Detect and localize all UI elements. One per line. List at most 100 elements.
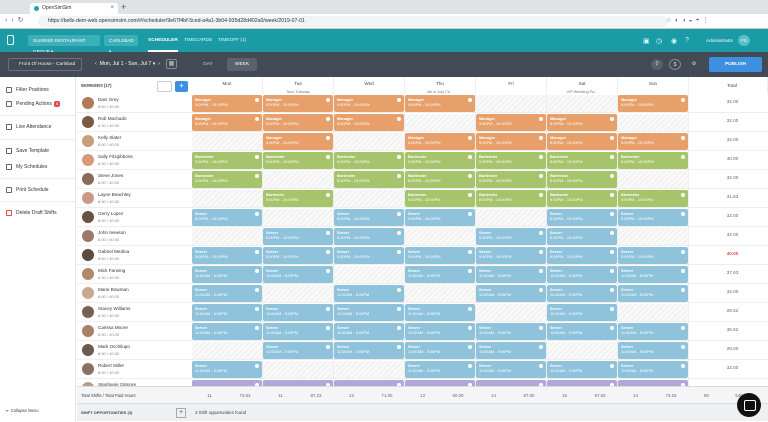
shift-block[interactable]: Server 11:00AM - 5:00PM [263,323,333,340]
empty-shift-cell[interactable] [192,228,262,245]
new-tab-icon[interactable]: + [121,2,127,12]
add-worker-button[interactable]: + [175,81,188,92]
shift-block[interactable]: Server 5:00PM - 10:00PM [476,228,546,245]
shift-block[interactable]: Server 11:00AM - 5:00PM [334,342,404,359]
shift-block[interactable]: Bartender 5:00PM - 10:00PM [405,171,475,188]
shift-block[interactable]: Manager 5:00PM - 10:00PM [476,133,546,150]
shift-block[interactable]: Server 5:00PM - 10:00PM [334,228,404,245]
worker-name[interactable]: Steve Jones [98,173,124,178]
business-dropdown[interactable]: SUNRISE RESTAURANT GROUP ▾ [28,35,100,54]
avatar[interactable] [82,154,94,166]
worker-name[interactable]: Kelly Slater [98,135,122,140]
empty-shift-cell[interactable] [618,114,688,131]
day-header-2[interactable]: Wed [334,77,405,94]
empty-shift-cell[interactable] [192,342,262,359]
shift-block[interactable]: Server 5:00PM - 10:00PM [263,247,333,264]
shift-block[interactable]: Server 5:00PM - 10:00PM [547,247,617,264]
empty-shift-cell[interactable] [476,304,546,321]
shift-block[interactable]: Server 11:00AM - 5:00PM [618,361,688,378]
shift-block[interactable]: Server 11:00AM - 5:00PM [263,266,333,283]
day-header-3[interactable]: Thu 4th of July Ce... [405,77,476,94]
print-schedule-item[interactable]: Print Schedule [6,185,49,195]
nav-scheduler[interactable]: SCHEDULER [148,35,178,52]
shift-block[interactable]: Bartender 5:00PM - 10:00PM [405,152,475,169]
avatar[interactable] [82,306,94,318]
shift-block[interactable]: Bartender 5:00PM - 10:00PM [405,190,475,207]
app-logo-icon[interactable] [7,35,14,45]
shift-block[interactable]: Server 11:00AM - 5:00PM [405,342,475,359]
shift-block[interactable]: Server 11:00AM - 5:00PM [263,342,333,359]
avatar[interactable] [82,116,94,128]
shift-block[interactable]: Server 11:00AM - 5:00PM [334,323,404,340]
shift-block[interactable]: Manager 5:00PM - 10:00PM [263,133,333,150]
shift-block[interactable]: Bartender 5:00PM - 10:00PM [547,190,617,207]
avatar[interactable] [82,173,94,185]
week-view-button[interactable]: WEEK [227,58,257,71]
shift-block[interactable]: Server 11:00AM - 5:00PM [476,342,546,359]
shift-block[interactable]: Server 11:00AM - 5:00PM [192,285,262,302]
alerts-button[interactable]: 0 [651,59,663,70]
shift-block[interactable]: Server 11:00AM - 5:00PM [263,304,333,321]
shift-block[interactable]: Bartender 5:00PM - 10:00PM [547,152,617,169]
date-navigator[interactable]: ‹ Mon, Jul 1 - Sun, Jul 7 ▾ › [95,61,160,67]
collapse-menu-button[interactable]: ⇤ Collapse Menu [6,408,39,413]
shift-block[interactable]: Bartender 5:00PM - 10:00PM [476,152,546,169]
shift-block[interactable]: Server 11:00AM - 5:00PM [476,266,546,283]
shift-block[interactable]: Server 11:00AM - 5:00PM [192,361,262,378]
address-field[interactable]: https://bells-dem-web.opensimsim.com/#/s… [38,16,668,27]
avatar[interactable] [82,192,94,204]
worker-name[interactable]: Stephanie Gilmore [98,382,137,387]
avatar[interactable] [82,211,94,223]
shift-block[interactable]: Server 5:00PM - 10:00PM [405,209,475,226]
publish-button[interactable]: PUBLISH [709,57,762,72]
empty-shift-cell[interactable] [547,95,617,112]
shift-block[interactable]: Server 11:00AM - 5:00PM [192,304,262,321]
my-schedules-item[interactable]: My Schedules [6,162,47,172]
nav-timeoff[interactable]: TIMEOFF (1) [218,38,247,43]
shift-block[interactable]: Server 11:00AM - 5:00PM [334,285,404,302]
chat-widget-icon[interactable] [737,393,761,417]
shift-block[interactable]: Server 5:00PM - 10:00PM [192,209,262,226]
shift-block[interactable]: Server 5:00PM - 10:00PM [618,247,688,264]
empty-shift-cell[interactable] [334,133,404,150]
shift-block[interactable]: Server 5:00PM - 10:00PM [547,228,617,245]
avatar[interactable] [82,344,94,356]
shift-block[interactable]: Server 5:00PM - 10:00PM [405,247,475,264]
worker-name[interactable]: Mick Fanning [98,268,126,273]
shift-block[interactable]: Manager 5:00PM - 10:00PM [547,114,617,131]
worker-name[interactable]: Rob Machado [98,116,127,121]
empty-shift-cell[interactable] [405,285,475,302]
budget-icon[interactable]: $ [669,59,681,70]
avatar[interactable] [82,325,94,337]
shift-block[interactable]: Server 11:00AM - 5:00PM [618,323,688,340]
shift-block[interactable]: Server 11:00AM - 5:00PM [547,361,617,378]
shift-block[interactable]: Server 11:00AM - 5:00PM [192,323,262,340]
worker-name[interactable]: Gabriel Medina [98,249,130,254]
empty-shift-cell[interactable] [618,171,688,188]
avatar[interactable] [82,135,94,147]
shift-block[interactable]: Server 11:00AM - 5:00PM [192,266,262,283]
filter-positions-item[interactable]: Filter Positions [6,85,49,95]
day-header-0[interactable]: Mon [192,77,263,94]
empty-shift-cell[interactable] [263,209,333,226]
shift-block[interactable]: Manager 5:00PM - 10:00PM [618,95,688,112]
shift-block[interactable]: Manager 5:00PM - 10:00PM [192,114,262,131]
day-view-button[interactable]: DAY [203,62,213,67]
calendar-icon[interactable]: ▦ [166,59,177,69]
worker-name[interactable]: Carissa Moore [98,325,128,330]
message-icon[interactable]: ▣ [643,38,650,45]
shift-block[interactable]: Server 5:00PM - 10:00PM [263,228,333,245]
worker-name[interactable]: Mark Occhilupo [98,344,130,349]
shift-block[interactable]: Manager 5:00PM - 10:00PM [405,95,475,112]
empty-shift-cell[interactable] [334,266,404,283]
empty-shift-cell[interactable] [618,228,688,245]
shift-block[interactable]: Server 11:00AM - 5:00PM [476,323,546,340]
shift-block[interactable]: Server 11:00AM - 5:00PM [405,323,475,340]
empty-shift-cell[interactable] [547,342,617,359]
empty-shift-cell[interactable] [476,209,546,226]
shift-block[interactable]: Manager 5:00PM - 10:00PM [547,133,617,150]
empty-shift-cell[interactable] [263,171,333,188]
shift-block[interactable]: Server 11:00AM - 5:00PM [405,304,475,321]
shift-block[interactable]: Server 11:00AM - 5:00PM [405,266,475,283]
day-header-5[interactable]: Sat VIP Wedding Pa... [547,77,618,94]
